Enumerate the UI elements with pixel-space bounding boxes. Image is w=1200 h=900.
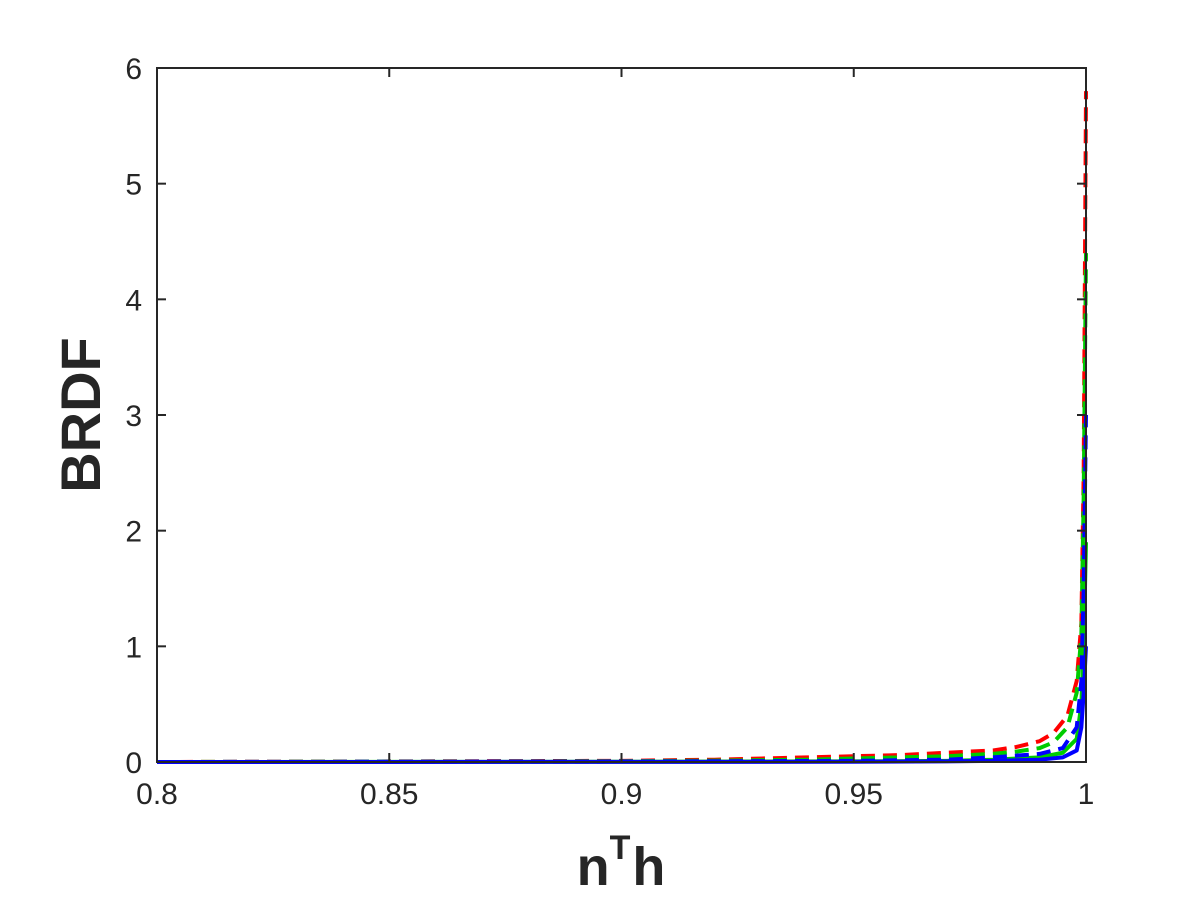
x-tick-label: 0.95 (825, 778, 883, 811)
ticks-layer: 0.8 0.85 0.9 0.95 1 0 1 2 3 4 5 6 (125, 53, 1094, 811)
x-tick-label: 1 (1078, 778, 1095, 811)
x-axis-label: nTh (577, 829, 666, 897)
y-tick-label: 4 (125, 284, 142, 317)
y-tick-label: 0 (125, 747, 142, 780)
x-tick-label: 0.85 (360, 778, 418, 811)
x-tick-label: 0.8 (136, 778, 178, 811)
x-tick-label: 0.9 (601, 778, 643, 811)
y-axis-label: BRDF (49, 337, 112, 493)
series-line-1 (156, 91, 1088, 764)
x-axis-label-base: n (577, 837, 610, 897)
y-tick-label: 2 (125, 516, 142, 549)
y-tick-label: 3 (125, 400, 142, 433)
y-tick-label: 6 (125, 53, 142, 86)
y-tick-label: 5 (125, 169, 142, 202)
x-axis-label-superscript: T (610, 829, 631, 867)
series-line-2 (156, 253, 1088, 764)
axes-box (156, 67, 1087, 763)
y-tick-label: 1 (125, 631, 142, 664)
plot-area (157, 68, 1086, 762)
x-axis-label-suffix: h (632, 837, 665, 897)
